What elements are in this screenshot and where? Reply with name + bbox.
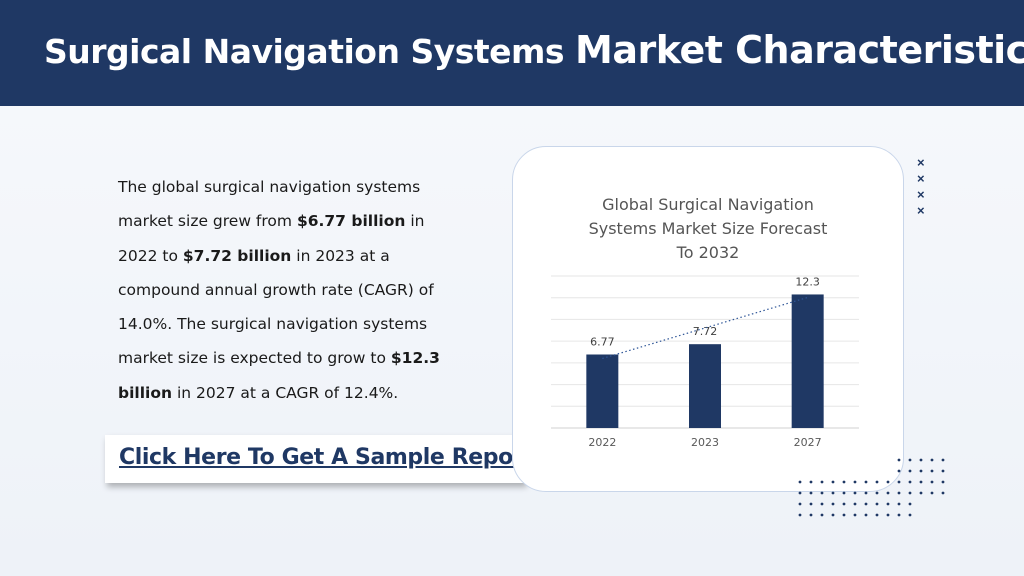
pattern-dot [886, 480, 890, 484]
pattern-dot [875, 502, 879, 506]
bar-chart: 6.77 2022 7.72 2023 12.3 2027 [551, 275, 859, 449]
chart-title-line-2: Systems Market Size Forecast [588, 219, 828, 238]
pattern-dot [809, 502, 813, 506]
pattern-dot [908, 469, 912, 473]
pattern-dot [908, 502, 912, 506]
pattern-dot [809, 513, 813, 517]
pattern-dot [853, 480, 857, 484]
dot-pattern [798, 458, 945, 517]
pattern-dot [853, 513, 857, 517]
pattern-dot [842, 502, 846, 506]
pattern-dot [875, 513, 879, 517]
pattern-dot [798, 480, 802, 484]
cross-icon: × [917, 171, 925, 186]
data-label: 6.77 [590, 335, 615, 348]
pattern-dot [919, 469, 923, 473]
data-label: 12.3 [795, 275, 820, 288]
pattern-dot [919, 480, 923, 484]
cross-icon: × [917, 203, 925, 218]
page-title-part1: Surgical Navigation Systems [44, 32, 576, 71]
x-tick-label: 2022 [588, 436, 616, 449]
description-text-1: The global surgical navigation systems m… [118, 178, 421, 231]
description-text-3: in 2023 at a compound annual growth rate… [118, 246, 434, 368]
pattern-dot [897, 491, 901, 495]
pattern-dot [831, 502, 835, 506]
description-bold-3: $12.3 billion [118, 349, 440, 402]
pattern-dot [897, 480, 901, 484]
pattern-dot [941, 491, 945, 495]
pattern-dot [886, 491, 890, 495]
cross-icon: × [917, 187, 925, 202]
chart-card: Global Surgical Navigation Systems Marke… [512, 146, 904, 492]
pattern-dot [842, 513, 846, 517]
pattern-dot [798, 513, 802, 517]
pattern-dot [853, 502, 857, 506]
pattern-dot [864, 502, 868, 506]
data-label: 7.72 [693, 325, 718, 338]
sample-report-button[interactable]: Click Here To Get A Sample Report [105, 435, 534, 483]
pattern-dot [919, 491, 923, 495]
chart-title-line-1: Global Surgical Navigation [602, 195, 814, 214]
header-bar: Surgical Navigation Systems Market Chara… [0, 0, 1024, 106]
pattern-dot [864, 491, 868, 495]
description-bold-2: $7.72 billion [182, 246, 292, 265]
pattern-dot [831, 480, 835, 484]
chart-title-line-3: To 2032 [676, 243, 740, 262]
pattern-dot [798, 502, 802, 506]
market-description: The global surgical navigation systems m… [118, 170, 458, 410]
pattern-dot [864, 513, 868, 517]
pattern-dot [930, 491, 934, 495]
pattern-dot [831, 513, 835, 517]
x-tick-label: 2023 [691, 436, 719, 449]
pattern-dot [820, 513, 824, 517]
pattern-dot [809, 491, 813, 495]
chart-title: Global Surgical Navigation Systems Marke… [513, 193, 903, 265]
sample-report-link[interactable]: Click Here To Get A Sample Report [119, 445, 534, 470]
pattern-dot [886, 502, 890, 506]
pattern-dot [941, 469, 945, 473]
cross-icon: × [917, 155, 925, 170]
pattern-dot [842, 491, 846, 495]
pattern-dot [919, 458, 923, 462]
x-tick-label: 2027 [794, 436, 822, 449]
pattern-dot [908, 491, 912, 495]
pattern-dot [908, 480, 912, 484]
pattern-dot [809, 480, 813, 484]
pattern-dot [875, 480, 879, 484]
pattern-dot [820, 491, 824, 495]
bar [791, 294, 824, 428]
pattern-dot [798, 491, 802, 495]
description-text-2: in 2022 to [118, 212, 425, 265]
pattern-dot [897, 469, 901, 473]
pattern-dot [897, 502, 901, 506]
pattern-dot [897, 458, 901, 462]
description-text-4: in 2027 at a CAGR of 12.4%. [172, 383, 399, 402]
page-title: Surgical Navigation Systems Market Chara… [44, 28, 1024, 72]
pattern-dot [930, 469, 934, 473]
description-bold-1: $6.77 billion [296, 212, 406, 231]
pattern-dot [886, 513, 890, 517]
pattern-dot [941, 458, 945, 462]
pattern-dot [853, 491, 857, 495]
bar [689, 344, 721, 428]
pattern-dot [820, 480, 824, 484]
pattern-dot [930, 480, 934, 484]
pattern-dot [864, 480, 868, 484]
pattern-dot [941, 480, 945, 484]
pattern-dot [908, 458, 912, 462]
page-title-part2: Market Characteristics: [575, 28, 1024, 72]
pattern-dot [820, 502, 824, 506]
pattern-dot [875, 491, 879, 495]
pattern-dot [831, 491, 835, 495]
bar [586, 354, 619, 428]
pattern-dot [897, 513, 901, 517]
pattern-dot [842, 480, 846, 484]
pattern-dot [930, 458, 934, 462]
pattern-dot [908, 513, 912, 517]
